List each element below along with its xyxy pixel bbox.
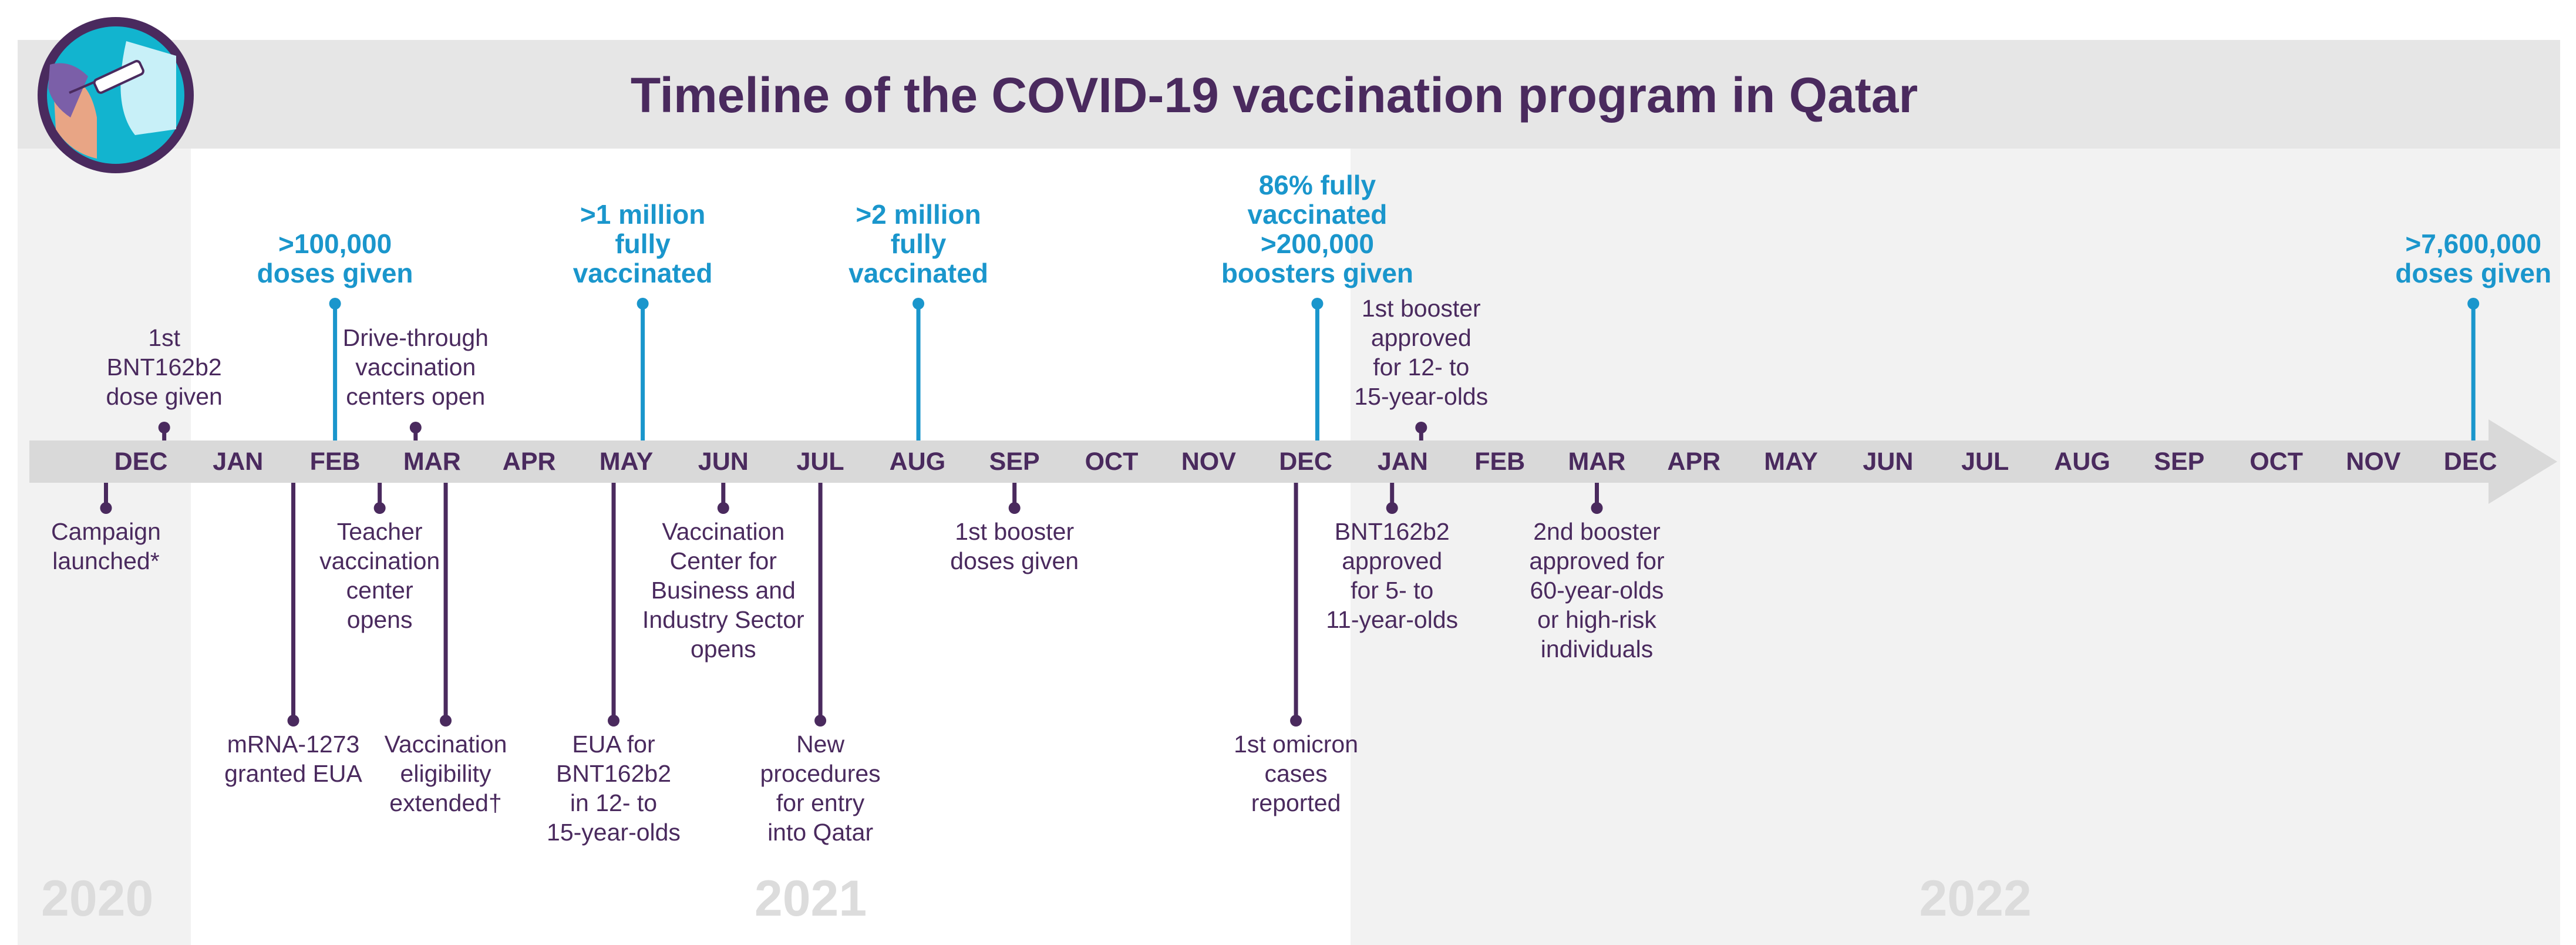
event-label-below: 2nd booster approved for 60-year-olds or… [1529,518,1665,662]
month-label: APR [502,448,556,476]
event-dot [1415,422,1427,433]
glove-icon [120,41,176,135]
month-label: AUG [889,448,946,476]
month-label: OCT [2250,448,2303,476]
year-label-2020: 2020 [41,870,154,927]
month-label: AUG [2054,448,2110,476]
month-label: SEP [2154,448,2205,476]
event-label-below: Campaign launched* [51,518,161,574]
event-dot [814,715,827,727]
month-label: DEC [114,448,168,476]
event-dot [1008,502,1021,514]
month-label: NOV [2346,448,2401,476]
month-label: NOV [1181,448,1236,476]
needle-icon [69,81,95,94]
month-label: JUL [796,448,844,476]
vaccine-logo [38,17,194,173]
milestone-label: >2 million fully vaccinated [848,199,988,288]
month-label: MAR [403,448,461,476]
event-label-below: Teacher vaccination center opens [319,518,440,633]
month-label: FEB [1474,448,1526,476]
month-label: JAN [1377,448,1428,476]
event-label-below: Vaccination Center for Business and Indu… [642,518,804,662]
sleeve-icon [48,63,88,117]
event-dot [373,502,386,514]
event-dot [1386,502,1398,514]
month-label: OCT [1085,448,1139,476]
event-dot [608,715,620,727]
event-dot [1290,715,1302,727]
event-label-below: New procedures for entry into Qatar [760,731,881,846]
event-label-above: 1st BNT162b2 dose given [106,324,223,410]
month-label: DEC [2443,448,2497,476]
event-dot [158,422,170,433]
event-dot [100,502,112,514]
month-label: FEB [309,448,361,476]
milestone-dot [912,298,925,310]
event-dot [1591,502,1603,514]
event-dot [409,422,422,433]
event-stems [100,298,2480,727]
month-label: MAY [1764,448,1818,476]
month-label: MAY [599,448,654,476]
milestone-dot [637,298,649,310]
milestone-dot [329,298,341,310]
month-label: MAR [1568,448,1626,476]
month-label: JUN [698,448,749,476]
event-dot [287,715,299,727]
syringe-icon [93,60,144,94]
year-label-2021: 2021 [754,870,867,927]
year-label-2022: 2022 [1919,870,2032,927]
event-label-below: 1st booster doses given [950,518,1079,574]
milestone-label: >100,000 doses given [257,228,413,288]
milestone-dot [1311,298,1324,310]
milestone-label: >7,600,000 doses given [2395,228,2552,288]
event-label-above: Drive-through vaccination centers open [342,324,489,410]
timeline-axis [29,419,2557,504]
month-label: JUN [1863,448,1914,476]
month-label: JAN [213,448,264,476]
event-dot [440,715,452,727]
month-label: JUL [1961,448,2009,476]
timeline-arrowhead [2489,419,2557,504]
milestone-label: 86% fully vaccinated >200,000 boosters g… [1221,170,1414,288]
milestone-label: >1 million fully vaccinated [573,199,713,288]
header-band [18,40,2560,149]
event-label-below: 1st omicron cases reported [1234,731,1359,816]
timeline-axis-bar [29,440,2490,483]
month-label: DEC [1279,448,1332,476]
milestone-dot [2467,298,2480,310]
page-title: Timeline of the COVID-19 vaccination pro… [630,68,1918,123]
year-2020-shade [18,149,191,945]
event-dot [717,502,729,514]
month-label: APR [1667,448,1721,476]
event-label-below: mRNA-1273 granted EUA [224,731,362,787]
event-label-above: 1st booster approved for 12- to 15-year-… [1354,295,1489,410]
year-2022-shade [1351,149,2560,945]
event-label-below: Vaccination eligibility extended† [384,731,507,816]
month-label: SEP [989,448,1040,476]
event-label-below: EUA for BNT162b2 in 12- to 15-year-olds [547,731,681,846]
event-label-below: BNT162b2 approved for 5- to 11-year-olds [1326,518,1459,633]
